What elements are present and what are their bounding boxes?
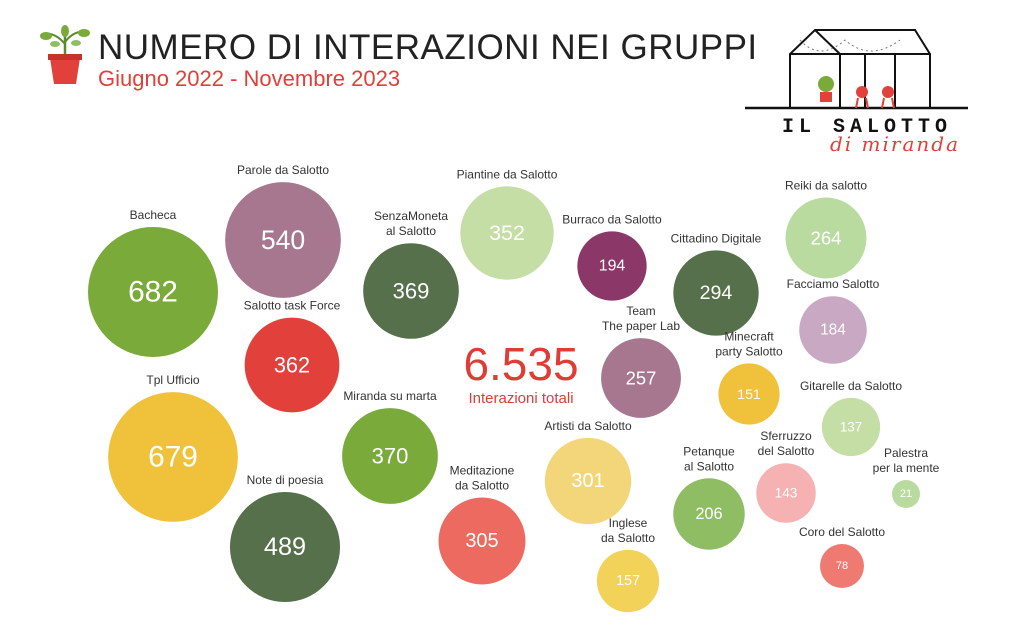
plant-pot-icon [40,25,90,84]
bubble-label: Sferruzzo [760,429,812,443]
bubble [460,186,554,280]
bubble-value: 206 [695,505,722,523]
bubble [363,243,459,339]
bubble-value: 301 [571,470,604,492]
bubble-label: per la mente [873,461,940,475]
bubble-value: 489 [264,533,306,561]
bubble-label: Salotto task Force [244,299,341,313]
bubble-value: 194 [599,258,626,275]
bubble-label: da Salotto [601,531,655,545]
total-label: Interazioni totali [468,390,574,407]
bubble-value: 264 [810,228,841,249]
total-value: 6.535 [463,338,579,390]
page-title: NUMERO DI INTERAZIONI NEI GRUPPI [98,28,758,67]
bubble-label: Palestra [884,446,928,460]
bubble-label: Tpl Ufficio [146,373,199,387]
bubble [673,250,759,336]
bubble [438,497,526,585]
bubble-label: Note di poesia [247,473,324,487]
bubble-label: Inglese [609,516,648,530]
bubble-value: 369 [393,279,430,304]
bubble [673,478,745,550]
bubble-value: 352 [489,221,525,245]
bubble-value: 362 [274,353,310,378]
total-summary: 6.535 Interazioni totali [456,338,586,407]
bubble-label: Facciamo Salotto [787,277,880,291]
bubble [596,549,660,613]
page-subtitle: Giugno 2022 - Novembre 2023 [98,66,401,91]
bubble-value: 540 [261,225,305,255]
bubble-value: 679 [148,441,198,474]
bubble-label: Team [626,304,655,318]
bubble-value: 21 [900,488,912,500]
bubble-value: 370 [372,444,409,469]
brand-name: IL SALOTTO [782,116,953,139]
bubble [718,363,780,425]
bubble-label: al Salotto [684,459,734,473]
bubble-label: Artisti da Salotto [544,419,632,433]
bubble-value: 137 [840,420,862,435]
greenhouse-logo-icon [745,29,968,110]
bubble-value: 157 [616,573,640,589]
bubble [244,317,340,413]
bubble [229,491,341,603]
bubble-label: Burraco da Salotto [562,212,662,226]
bubble-label: Cittadino Digitale [671,231,762,245]
bubble-value: 184 [820,322,846,339]
bubble [756,463,816,523]
bubble-value: 257 [626,368,657,389]
bubble [892,480,920,508]
bubble-label: Parole da Salotto [237,163,329,177]
brand-logo: IL SALOTTO di miranda [782,116,958,156]
bubble [799,296,867,364]
bubble-label: da Salotto [455,479,509,493]
bubble [88,227,218,357]
bubble-label: del Salotto [758,444,815,458]
bubble [544,437,632,525]
brand-tagline: di miranda [830,132,961,156]
bubble-label: Reiki da salotto [785,179,867,193]
bubble-value: 151 [737,386,761,402]
bubble-label: Gitarelle da Salotto [800,379,902,393]
bubble-label: Bacheca [130,208,177,222]
bubble-value: 682 [128,276,178,309]
bubble [601,338,681,418]
bubble [821,397,881,457]
bubble-label: Miranda su marta [343,389,437,403]
bubble-label: Petanque [683,444,735,458]
bubble-label: Minecraft [724,329,774,343]
bubble-label: party Salotto [715,344,783,358]
bubble-label: SenzaMoneta [374,209,448,223]
bubble [820,544,864,588]
bubble-label: Coro del Salotto [799,525,885,539]
bubble [577,231,647,301]
bubble-label: Piantine da Salotto [457,167,558,181]
bubble-label: The paper Lab [602,319,680,333]
bubble [108,392,238,522]
bubble [225,182,341,298]
bubble [342,408,438,504]
bubble-label: al Salotto [386,224,436,238]
bubble-value: 294 [700,282,733,304]
bubble-label: Meditazione [450,464,515,478]
bubble-value: 78 [836,560,848,572]
bubble [785,197,867,279]
bubble-value: 143 [775,486,798,501]
bubble-value: 305 [465,530,498,552]
